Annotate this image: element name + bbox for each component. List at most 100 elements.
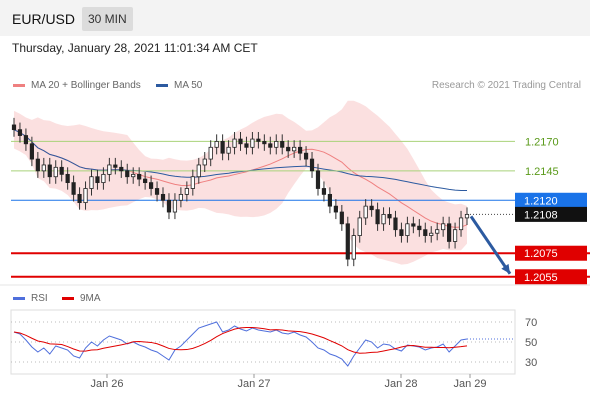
candle-body [452, 229, 458, 242]
candle-body [256, 138, 261, 142]
candle-body [29, 143, 34, 160]
legend-9ma-label: 9MA [80, 293, 101, 304]
bollinger-band-area [14, 100, 467, 265]
rsi-tick-30: 30 [525, 357, 537, 369]
candle-body [417, 225, 422, 231]
instrument-symbol: EUR/USD [12, 11, 76, 27]
candle-body [11, 124, 17, 131]
ma9-swatch-icon [62, 297, 74, 300]
level-tag-1.2055 [515, 269, 587, 285]
candle-body [59, 166, 64, 175]
candle-body [309, 158, 315, 172]
candle-body [458, 217, 464, 231]
candle-body [238, 138, 243, 145]
candle-body [184, 188, 189, 195]
candle-body [47, 164, 52, 178]
x-tick-jan-29: Jan 29 [453, 378, 486, 390]
candle-body [53, 166, 58, 178]
rsi-swatch-icon [13, 297, 25, 300]
candle-body [327, 193, 333, 207]
candle-body [143, 178, 148, 184]
candle-body [35, 158, 40, 172]
candle-body [435, 229, 440, 234]
candle-body [196, 164, 201, 178]
candle-body [363, 205, 368, 219]
level-tag-1.2075 [515, 245, 587, 261]
candle-body [89, 176, 94, 189]
candle-body [154, 188, 160, 195]
candle-body [292, 146, 297, 152]
rsi-tick-50: 50 [525, 337, 537, 349]
level-label-1.2075: 1.2075 [524, 248, 558, 260]
candle-body [315, 170, 321, 189]
candle-body [23, 135, 29, 145]
level-label-1.2055: 1.2055 [524, 272, 558, 284]
candle-body [423, 229, 428, 236]
x-tick-jan-28: Jan 28 [384, 378, 417, 390]
candle-body [119, 166, 124, 172]
candle-body [369, 205, 374, 211]
rsi-line [13, 321, 468, 367]
legend-9ma: 9MA [62, 293, 101, 304]
candle-body [172, 199, 178, 213]
timeframe-button[interactable]: 30 MIN [82, 7, 133, 31]
projection-arrow [469, 215, 512, 275]
candle-body [83, 188, 88, 204]
legend-ma20-label: MA 20 + Bollinger Bands [31, 80, 141, 91]
candle-body [357, 217, 362, 236]
candle-body [441, 223, 446, 231]
candle-body [220, 141, 225, 154]
candle-body [214, 141, 219, 148]
legend-ma50-label: MA 50 [174, 80, 203, 91]
candle-body [17, 129, 23, 136]
candle-body [202, 158, 207, 166]
research-credit: Research © 2021 Trading Central [431, 80, 581, 91]
candle-body [393, 217, 398, 231]
candle-body [77, 193, 82, 204]
candle-body [65, 173, 70, 184]
candle-body [226, 146, 231, 154]
legend-rsi-label: RSI [31, 293, 48, 304]
candle-body [268, 143, 273, 148]
level-tag-1.2120 [515, 192, 587, 208]
candle-body [113, 164, 118, 168]
legend-ma20: MA 20 + Bollinger Bands [13, 80, 141, 91]
level-label-1.2170: 1.2170 [525, 136, 559, 148]
candle-body [107, 164, 112, 175]
rsi-9ma-line [13, 327, 468, 354]
x-tick-jan-27: Jan 27 [237, 378, 270, 390]
candle-body [166, 199, 172, 213]
candle-body [339, 211, 344, 225]
ma50-swatch-icon [156, 84, 168, 87]
candle-body [375, 209, 380, 225]
candle-body [95, 176, 100, 184]
candle-body [208, 146, 213, 160]
candle-body [160, 193, 166, 201]
candle-body [101, 173, 106, 184]
candle-body [345, 223, 350, 260]
candle-body [351, 235, 356, 260]
legend-rsi: RSI [13, 293, 48, 304]
candle-body [125, 170, 130, 178]
candle-body [405, 223, 410, 236]
candle-body [131, 173, 136, 178]
candle-body [244, 143, 249, 148]
candle-body [280, 141, 285, 148]
candle-body [464, 213, 470, 219]
candle-body [232, 138, 237, 148]
candle-body [250, 138, 255, 148]
header-bar: EUR/USD 30 MIN [0, 0, 590, 36]
rsi-tick-70: 70 [525, 317, 537, 329]
candle-body [303, 152, 309, 160]
candle-body [41, 164, 46, 172]
level-label-1.2120: 1.2120 [524, 195, 558, 207]
candle-body [148, 182, 154, 189]
candle-body [411, 223, 416, 227]
candle-body [262, 141, 267, 145]
level-tag-1.2108 [515, 206, 587, 222]
level-label-1.2145: 1.2145 [525, 166, 559, 178]
candle-body [137, 173, 142, 180]
ma20-swatch-icon [13, 84, 25, 87]
candle-body [447, 223, 452, 242]
